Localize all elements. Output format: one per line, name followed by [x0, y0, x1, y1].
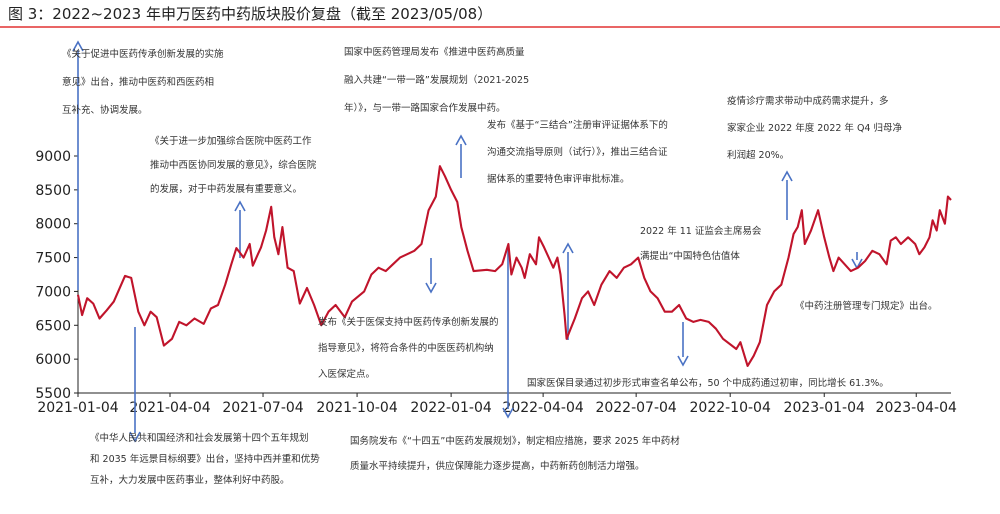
annotation-text-line: 《中药注册管理专门规定》出台。 [795, 300, 938, 312]
annotation-text-line: 发布《关于医保支持中医药传承创新发展的 [318, 316, 499, 328]
annotation-text-line: 融入共建“一带一路”发展规划（2021-2025 [344, 74, 529, 86]
annotation-text-line: 2022 年 11 证监会主席易会 [640, 225, 762, 237]
annotation-text-line: 《关于促进中医药传承创新发展的实施 [62, 48, 224, 60]
x-tick-label: 2022-04-04 [502, 400, 583, 416]
annotation-text-line: 家家企业 2022 年度 2022 年 Q4 归母净 [727, 122, 902, 134]
y-tick-label: 6500 [35, 318, 71, 334]
annotation-text-line: 年）》，与一带一路国家合作发展中药。 [344, 102, 506, 114]
annotation-text-line: 的发展，对于中药发展有重要意义。 [150, 183, 302, 195]
annotation-text-line: 质量水平持续提升，供应保障能力逐步提高，中药新药创制活力增强。 [350, 460, 645, 472]
y-tick-label: 9000 [35, 149, 71, 165]
annotation-text-line: 《关于进一步加强综合医院中医药工作 [150, 135, 312, 147]
annotation-arrow-head [781, 170, 793, 182]
x-tick-label: 2022-01-04 [410, 400, 491, 416]
y-tick-label: 8500 [35, 183, 71, 199]
annotation-arrow-head [455, 134, 467, 146]
x-tick-label: 2021-10-04 [316, 400, 397, 416]
y-tick-label: 7000 [35, 284, 71, 300]
annotation-text-line: 国家中医药管理局发布《推进中医药高质量 [344, 46, 525, 58]
annotation-text-line: 国家医保目录通过初步形式审查名单公布，50 个中成药通过初审，同比增长 61.3… [527, 377, 889, 389]
annotation-arrow-head [129, 431, 141, 443]
series-line [76, 165, 952, 367]
y-tick-label: 8000 [35, 217, 71, 233]
annotation-text-line: 推动中西医协同发展的意见》，综合医院 [150, 159, 317, 171]
chart-title: 图 3：2022~2023 年申万医药中药版块股价复盘（截至 2023/05/0… [8, 5, 492, 23]
x-tick-label: 2021-01-04 [37, 400, 118, 416]
annotation-text-line: 国务院发布《“十四五”中医药发展规划》，制定相应措施，要求 2025 年中药材 [350, 435, 680, 447]
annotation-texts: 《关于促进中医药传承创新发展的实施意见》出台，推动中医药和西医药相互补充、协调发… [62, 46, 938, 486]
annotation-text-line: 和 2035 年远景目标纲要》出台，坚持中西并重和优势 [90, 453, 320, 465]
annotation-text-line: 沟通交流指导原则（试行）》，推出三结合证 [487, 146, 668, 158]
annotation-text-line: 互补充、协调发展。 [62, 104, 148, 116]
x-tick-label: 2022-10-04 [690, 400, 771, 416]
annotation-text-line: 疫情诊疗需求带动中成药需求提升，多 [727, 95, 889, 107]
annotation-arrow-head [562, 242, 574, 254]
axes: 5500 6000 6500 7000 7500 8000 8500 9000 2021-01-… [35, 149, 957, 416]
annotation-arrow-head [425, 282, 437, 294]
annotation-arrow-head [677, 355, 689, 367]
y-tick-label: 7500 [35, 251, 71, 267]
y-tick-label: 5500 [35, 386, 71, 402]
annotation-text-line: 据体系的重要特色审评审批标准。 [487, 173, 630, 185]
x-tick-label: 2022-07-04 [595, 400, 676, 416]
x-tick-label: 2021-07-04 [222, 400, 303, 416]
annotation-arrow-head [72, 40, 84, 52]
x-tick-label: 2023-04-04 [876, 400, 957, 416]
annotation-text-line: 利润超 20%。 [727, 149, 789, 161]
annotation-arrow-head [234, 200, 246, 212]
annotation-text-line: 入医保定点。 [318, 368, 375, 380]
annotation-text-line: 发布《基于“三结合”注册审评证据体系下的 [487, 119, 668, 131]
annotation-text-line: 《中华人民共和国经济和社会发展第十四个五年规划 [90, 432, 309, 444]
annotation-arrows [72, 40, 863, 443]
x-tick-label: 2023-01-04 [784, 400, 865, 416]
annotation-text-line: 互补，大力发展中医药事业，整体利好中药股。 [90, 474, 290, 486]
annotation-text-line: 意见》出台，推动中医药和西医药相 [62, 76, 214, 88]
annotation-text-line: 指导意见》，将符合条件的中医医药机构纳 [318, 342, 494, 354]
y-tick-label: 6000 [35, 352, 71, 368]
annotation-text-line: 满提出“中国特色估值体 [640, 250, 740, 262]
x-tick-label: 2021-04-04 [129, 400, 210, 416]
annotation-arrow-head [502, 407, 514, 419]
